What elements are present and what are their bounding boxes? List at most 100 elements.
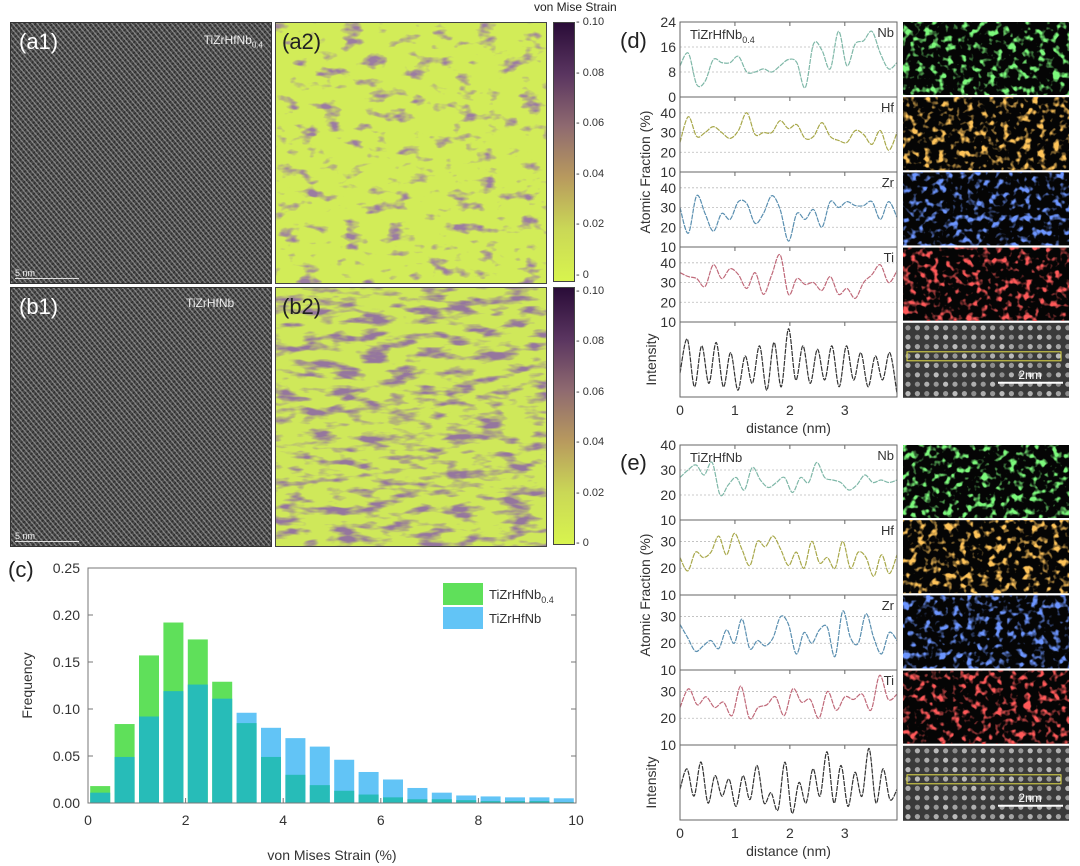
y-tick-label: 10 [660, 512, 676, 528]
element-label-nb: Nb [877, 448, 894, 463]
colorbar-tick: 0.08 [576, 67, 604, 80]
histogram-bar-overlap [456, 800, 477, 803]
atom-column [1018, 325, 1024, 331]
atom-column [971, 372, 977, 378]
hrtem-image-b1: (b1) TiZrHfNb 5 nm [10, 287, 272, 547]
atom-column [914, 362, 920, 368]
histogram-bar-overlap [309, 785, 330, 803]
composition-base: TiZrHfNb [203, 33, 252, 47]
atom-column [1037, 748, 1043, 754]
y-tick-label: 16 [660, 39, 676, 55]
y-tick-label: 20 [660, 487, 676, 503]
composition-base: TiZrHfNb [186, 296, 235, 310]
histogram-bar-overlap [236, 723, 257, 803]
atom-column [914, 325, 920, 331]
y-tick-label: 30 [660, 275, 676, 291]
intensity-axis-label: Intensity [643, 756, 659, 808]
atom-column [924, 391, 930, 397]
atom-column [1027, 362, 1033, 368]
atom-column [943, 776, 949, 782]
atom-column [1018, 757, 1024, 763]
atom-column [1046, 325, 1052, 331]
atom-column [971, 785, 977, 791]
atom-column [971, 381, 977, 387]
strain-map-b2: (b2) [275, 287, 547, 547]
atom-column [999, 785, 1005, 791]
atom-column [1055, 795, 1061, 801]
atom-column [1046, 814, 1052, 820]
y-tick-label: 20 [660, 710, 676, 726]
atom-column [999, 391, 1005, 397]
y-tick-label: 30 [660, 608, 676, 624]
atom-column [1027, 391, 1033, 397]
atom-column [1008, 334, 1014, 340]
eds-map-ti [903, 670, 1069, 744]
x-tick-label: 0 [84, 812, 92, 828]
atom-column [971, 814, 977, 820]
atom-column [961, 748, 967, 754]
atom-column [971, 344, 977, 350]
atom-column [914, 776, 920, 782]
atom-column [905, 372, 911, 378]
atom-column [933, 757, 939, 763]
atom-column [961, 804, 967, 810]
atom-column [1008, 795, 1014, 801]
atom-column [999, 767, 1005, 773]
atom-column [933, 334, 939, 340]
atom-column [1046, 785, 1052, 791]
atom-column [924, 372, 930, 378]
atom-column [1018, 372, 1024, 378]
atom-column [1008, 353, 1014, 359]
atom-column [1027, 325, 1033, 331]
atom-column [1037, 362, 1043, 368]
atom-column [914, 804, 920, 810]
atom-column [980, 381, 986, 387]
x-tick-label: 1 [731, 825, 739, 841]
y-tick-label: 30 [660, 125, 676, 141]
atom-column [905, 334, 911, 340]
scale-bar-label: 2nm [1018, 791, 1041, 805]
atom-column [990, 353, 996, 359]
atom-column [1055, 372, 1061, 378]
atom-column [905, 767, 911, 773]
atom-column [961, 334, 967, 340]
atom-column [980, 804, 986, 810]
y-tick-label: 0.00 [53, 795, 80, 811]
atom-column [1018, 767, 1024, 773]
atom-column [914, 748, 920, 754]
atom-column [961, 767, 967, 773]
atom-column [924, 325, 930, 331]
atom-column [1027, 785, 1033, 791]
atom-column [999, 795, 1005, 801]
profile-line-hf [679, 112, 898, 151]
histogram-bar-overlap [431, 799, 452, 803]
atom-column [924, 344, 930, 350]
composition-sub: 0.4 [251, 40, 263, 50]
atom-column [990, 785, 996, 791]
atom-column [924, 767, 930, 773]
y-axis-label: Frequency [19, 652, 35, 718]
eds-map-nb [903, 445, 1069, 518]
atom-column [1008, 344, 1014, 350]
histogram-bar-overlap [212, 698, 233, 803]
atom-column [924, 804, 930, 810]
atom-column [943, 391, 949, 397]
y-tick-label: 0.15 [53, 654, 80, 670]
atom-column [1037, 391, 1043, 397]
colorbar-b-ticks: 0.10 0.08 0.06 0.04 0.02 0 [576, 285, 604, 550]
atom-column [1055, 785, 1061, 791]
atom-column [990, 767, 996, 773]
profile-frame [679, 669, 898, 746]
eds-maps-e-image: 2nm [903, 445, 1071, 821]
atom-column [1046, 344, 1052, 350]
atom-column [1008, 814, 1014, 820]
histogram-bar-overlap [358, 794, 379, 803]
atom-column [924, 381, 930, 387]
y-tick-label: 40 [660, 255, 676, 271]
atom-column [1037, 372, 1043, 378]
atom-column [914, 344, 920, 350]
atom-column [990, 804, 996, 810]
atom-column [924, 776, 930, 782]
atom-column [1037, 776, 1043, 782]
atom-column [1046, 757, 1052, 763]
